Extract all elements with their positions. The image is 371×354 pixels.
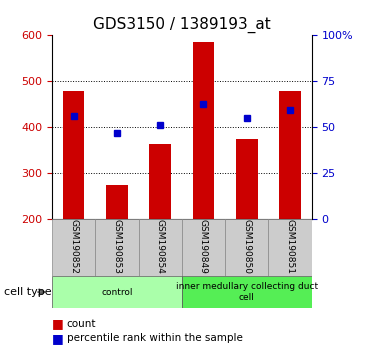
Bar <box>182 276 312 308</box>
Text: ■: ■ <box>52 318 64 330</box>
Bar <box>52 276 182 308</box>
FancyBboxPatch shape <box>138 219 182 276</box>
Text: count: count <box>67 319 96 329</box>
Bar <box>279 91 301 219</box>
Text: inner medullary collecting duct
cell: inner medullary collecting duct cell <box>175 282 318 302</box>
Bar <box>150 143 171 219</box>
Text: GSM190850: GSM190850 <box>242 219 251 274</box>
Text: control: control <box>101 287 132 297</box>
Text: ■: ■ <box>52 332 64 344</box>
Text: cell type: cell type <box>4 287 51 297</box>
Title: GDS3150 / 1389193_at: GDS3150 / 1389193_at <box>93 16 271 33</box>
Text: GSM190852: GSM190852 <box>69 219 78 274</box>
FancyBboxPatch shape <box>182 219 225 276</box>
Bar <box>236 139 257 219</box>
Text: GSM190849: GSM190849 <box>199 219 208 274</box>
FancyBboxPatch shape <box>225 219 268 276</box>
FancyBboxPatch shape <box>268 219 312 276</box>
Text: percentile rank within the sample: percentile rank within the sample <box>67 333 243 343</box>
Bar <box>106 185 128 219</box>
Bar <box>193 42 214 219</box>
Bar <box>63 91 85 219</box>
Text: GSM190851: GSM190851 <box>286 219 295 274</box>
Text: GSM190853: GSM190853 <box>112 219 121 274</box>
FancyBboxPatch shape <box>95 219 138 276</box>
FancyBboxPatch shape <box>52 219 95 276</box>
Text: GSM190854: GSM190854 <box>156 219 165 274</box>
